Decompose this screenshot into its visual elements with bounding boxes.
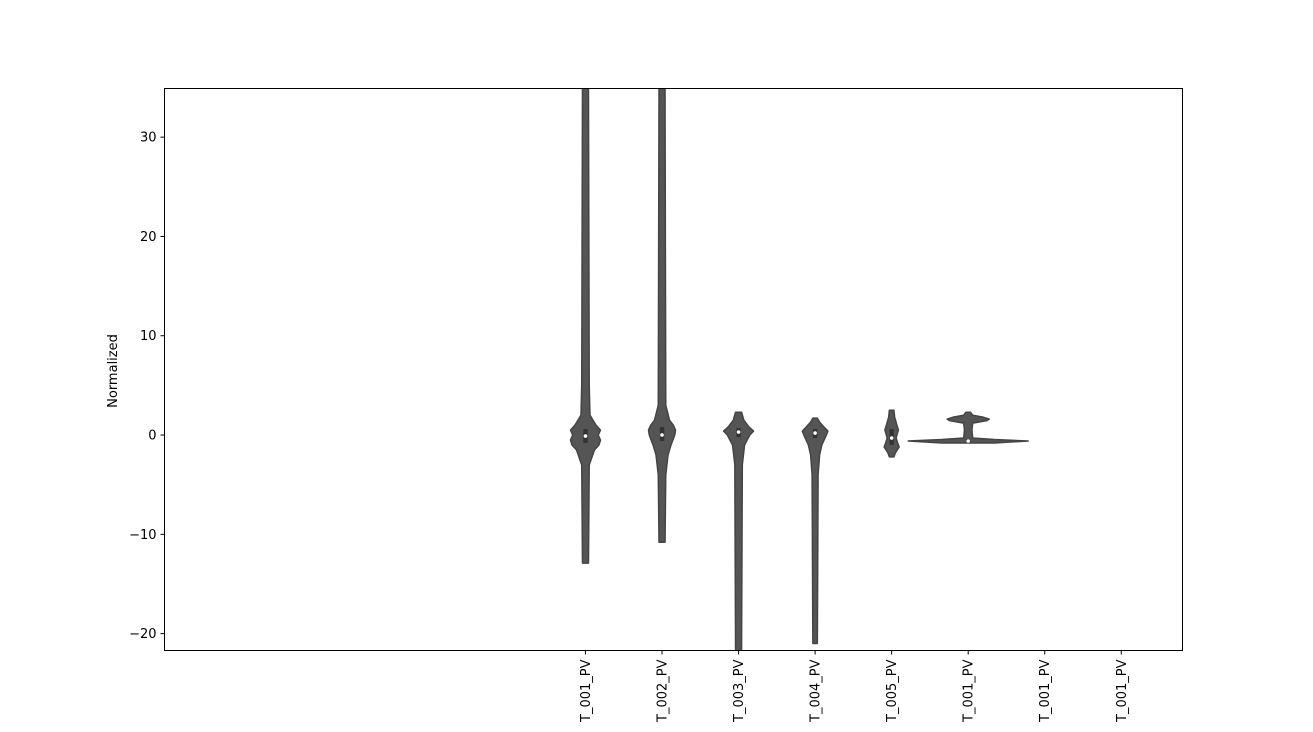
x-tick-label: T_004_PV (809, 659, 824, 723)
x-tick-label: T_001_PV (579, 659, 594, 723)
x-tick-label: T_002_PV (656, 659, 671, 723)
x-tick-label: T_001_PV (962, 659, 977, 723)
violin-median-marker (813, 431, 817, 435)
violin-body (722, 411, 755, 651)
x-tick-label: T_003_PV (732, 659, 747, 723)
y-tick-label: −10 (129, 528, 156, 543)
violin-body (907, 411, 1029, 444)
violin-body (569, 88, 602, 564)
violin-body (647, 88, 677, 544)
y-axis-label: Normalized (106, 334, 121, 408)
x-tick-label: T_005_PV (885, 659, 900, 723)
y-tick-label: 10 (140, 329, 157, 344)
violin-body (801, 417, 829, 645)
violin-median-marker (966, 439, 970, 443)
y-axis: −20 −10 0 10 20 30 (129, 131, 165, 642)
y-tick-label: −20 (129, 627, 156, 642)
violin-group (569, 88, 1029, 651)
y-tick-label: 20 (140, 230, 157, 245)
x-tick-label: T_001_PV (1038, 659, 1053, 723)
violin-median-marker (736, 430, 741, 434)
y-tick-label: 0 (148, 429, 156, 444)
x-tick-label: T_001_PV (1115, 659, 1130, 723)
plot-frame (164, 88, 1183, 651)
violin-median-marker (660, 433, 664, 437)
y-tick-label: 30 (140, 131, 157, 146)
plot-area (164, 88, 1183, 651)
violin-median-marker (583, 434, 588, 438)
x-axis: T_001_PV T_002_PV T_003_PV T_004_PV T_005_PV… (579, 650, 1130, 723)
violin-median-marker (889, 436, 894, 440)
